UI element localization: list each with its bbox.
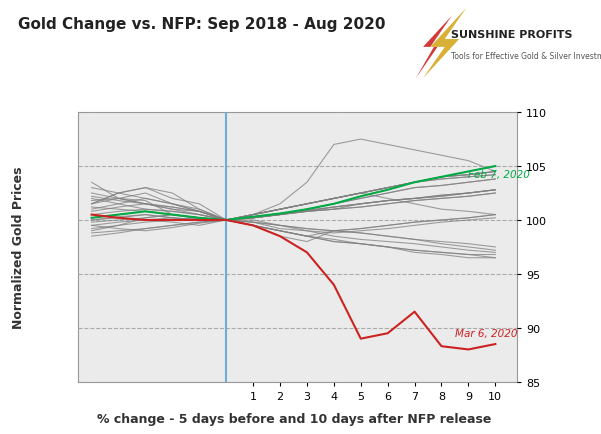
Text: Tools for Effective Gold & Silver Investments: Tools for Effective Gold & Silver Invest… — [451, 52, 601, 61]
Polygon shape — [416, 16, 452, 79]
Text: SUNSHINE PROFITS: SUNSHINE PROFITS — [451, 30, 572, 40]
Text: Normalized Gold Prices: Normalized Gold Prices — [11, 166, 25, 329]
Text: Mar 6, 2020: Mar 6, 2020 — [455, 329, 517, 339]
Text: Gold Change vs. NFP: Sep 2018 - Aug 2020: Gold Change vs. NFP: Sep 2018 - Aug 2020 — [18, 17, 385, 32]
Polygon shape — [423, 9, 466, 79]
Text: Feb 7, 2020: Feb 7, 2020 — [468, 169, 530, 179]
Text: % change - 5 days before and 10 days after NFP release: % change - 5 days before and 10 days aft… — [97, 412, 492, 425]
